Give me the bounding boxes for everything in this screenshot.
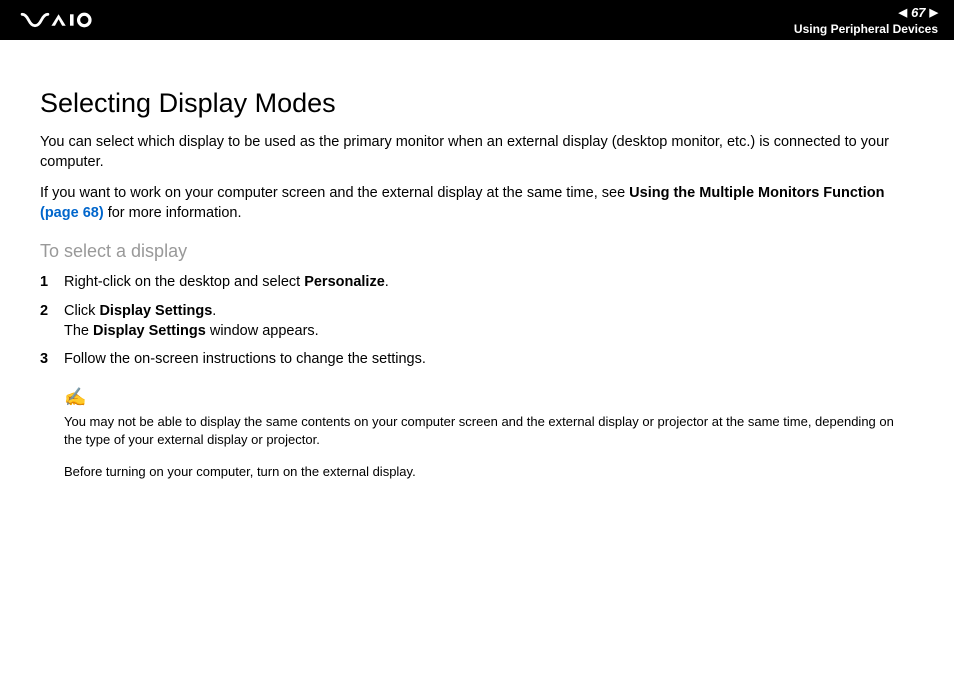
page-navigator: ◀ 67 ▶ (899, 5, 938, 20)
text-fragment: Follow the on-screen instructions to cha… (64, 351, 426, 367)
note-text-2: Before turning on your computer, turn on… (64, 463, 914, 481)
step-number: 3 (40, 349, 64, 369)
next-page-arrow[interactable]: ▶ (930, 6, 938, 19)
text-bold: Display Settings (99, 303, 212, 319)
vaio-logo (20, 10, 120, 30)
text-bold: Display Settings (93, 323, 206, 339)
text-bold: Personalize (304, 274, 385, 290)
step-item: 2 Click Display Settings. The Display Se… (40, 301, 914, 342)
text-fragment: Click (64, 303, 99, 319)
header-right: ◀ 67 ▶ Using Peripheral Devices (794, 5, 938, 36)
step-number: 2 (40, 301, 64, 342)
subheading: To select a display (40, 241, 914, 262)
step-body: Click Display Settings. The Display Sett… (64, 301, 914, 342)
text-fragment: for more information. (104, 205, 242, 221)
section-name: Using Peripheral Devices (794, 22, 938, 36)
text-fragment: . (212, 303, 216, 319)
page-number: 67 (911, 5, 925, 20)
text-fragment: If you want to work on your computer scr… (40, 185, 629, 201)
step-body: Right-click on the desktop and select Pe… (64, 272, 914, 292)
step-number: 1 (40, 272, 64, 292)
text-bold: Using the Multiple Monitors Function (629, 185, 884, 201)
intro-paragraph-1: You can select which display to be used … (40, 133, 914, 172)
text-fragment: window appears. (206, 323, 319, 339)
note-text-1: You may not be able to display the same … (64, 413, 914, 449)
text-fragment: Right-click on the desktop and select (64, 274, 304, 290)
page-content: Selecting Display Modes You can select w… (0, 40, 954, 481)
step-item: 1 Right-click on the desktop and select … (40, 272, 914, 292)
prev-page-arrow[interactable]: ◀ (899, 6, 907, 19)
note-icon: ✍ (64, 385, 914, 410)
step-body: Follow the on-screen instructions to cha… (64, 349, 914, 369)
page-header: ◀ 67 ▶ Using Peripheral Devices (0, 0, 954, 40)
page-link[interactable]: (page 68) (40, 205, 104, 221)
text-fragment: The (64, 323, 93, 339)
note-block: ✍ You may not be able to display the sam… (64, 385, 914, 481)
step-item: 3 Follow the on-screen instructions to c… (40, 349, 914, 369)
steps-list: 1 Right-click on the desktop and select … (40, 272, 914, 369)
text-fragment: . (385, 274, 389, 290)
page-title: Selecting Display Modes (40, 88, 914, 119)
intro-paragraph-2: If you want to work on your computer scr… (40, 184, 914, 223)
